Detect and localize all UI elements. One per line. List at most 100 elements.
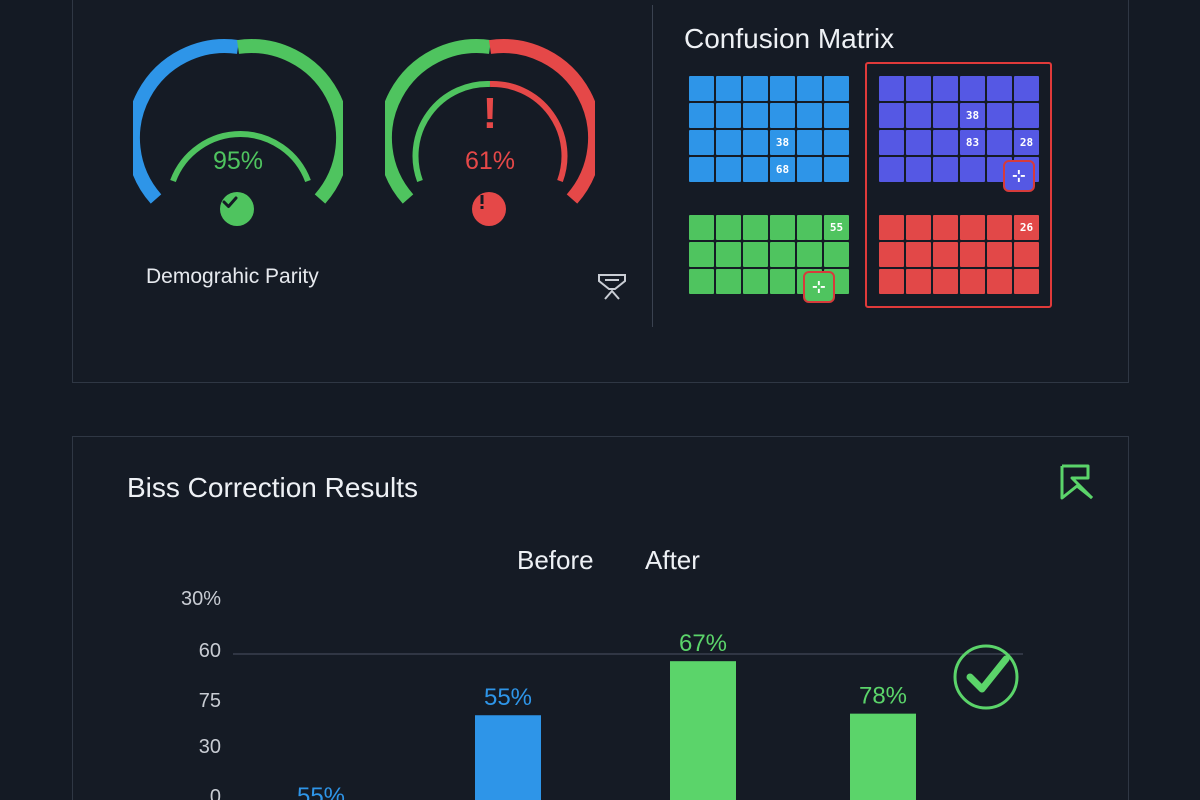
matrix-cell	[906, 242, 931, 267]
matrix-cell	[743, 269, 768, 294]
split-marker-icon[interactable]: ⊹	[1003, 160, 1035, 192]
y-tick-label: 0	[210, 786, 221, 800]
matrix-cell	[689, 269, 714, 294]
matrix-cell	[879, 130, 904, 155]
bias-correction-panel: Biss Correction Results Before After 30%…	[72, 436, 1129, 800]
matrix-cell	[987, 130, 1012, 155]
matrix-cell	[716, 130, 741, 155]
matrix-cell: 26	[1014, 215, 1039, 240]
matrix-cell	[689, 130, 714, 155]
matrix-cell	[770, 269, 795, 294]
gauge-demographic-parity-warning: ! 61%	[385, 39, 595, 226]
matrix-cell: 55	[824, 215, 849, 240]
matrix-cell	[743, 157, 768, 182]
matrix-cell	[1014, 269, 1039, 294]
matrix-cell	[689, 157, 714, 182]
y-tick-label: 60	[199, 640, 221, 662]
funnel-icon[interactable]	[595, 269, 629, 308]
matrix-cell	[987, 76, 1012, 101]
matrix-cell	[797, 157, 822, 182]
matrix-cell	[960, 157, 985, 182]
matrix-cell	[933, 103, 958, 128]
highlight-frame	[865, 62, 1052, 308]
matrix-cell	[987, 269, 1012, 294]
bar-data-label: 55%	[297, 783, 345, 800]
matrix-cell	[1014, 242, 1039, 267]
matrix-cell	[770, 76, 795, 101]
bar-chart: 30% 60 75 30 0 55% 55% 67% 78%	[181, 588, 1023, 800]
matrix-cell	[933, 157, 958, 182]
matrix-cell	[879, 103, 904, 128]
matrix-cell	[906, 157, 931, 182]
matrix-cell	[933, 76, 958, 101]
bar-data-label: 55%	[484, 684, 532, 711]
matrix-quadrant-top-left: 38 68	[689, 76, 849, 182]
matrix-cell	[960, 76, 985, 101]
check-circle-icon	[952, 643, 1022, 718]
matrix-quadrant-bottom-right: 26	[879, 215, 1039, 294]
matrix-cell	[716, 215, 741, 240]
matrix-cell	[933, 130, 958, 155]
split-marker-icon[interactable]: ⊹	[803, 271, 835, 303]
matrix-cell: 28	[1014, 130, 1039, 155]
matrix-cell	[797, 103, 822, 128]
ribbon-logo-icon	[1058, 462, 1096, 507]
matrix-cell: 68	[770, 157, 795, 182]
matrix-cell	[797, 242, 822, 267]
bar-before	[475, 715, 541, 800]
matrix-cell	[879, 215, 904, 240]
matrix-cell	[770, 103, 795, 128]
bar-data-label: 67%	[679, 630, 727, 657]
legend-before: Before	[517, 545, 594, 575]
matrix-cell	[906, 215, 931, 240]
matrix-cell	[1014, 76, 1039, 101]
matrix-cell	[1014, 103, 1039, 128]
bar-data-label: 78%	[859, 683, 907, 710]
gauge-arc-graphic	[385, 39, 595, 204]
matrix-cell	[879, 76, 904, 101]
matrix-cell	[743, 103, 768, 128]
matrix-cell	[797, 215, 822, 240]
matrix-cell	[689, 76, 714, 101]
matrix-cell	[824, 76, 849, 101]
matrix-cell: 38	[960, 103, 985, 128]
matrix-cell	[906, 76, 931, 101]
matrix-cell	[743, 130, 768, 155]
matrix-cell	[906, 103, 931, 128]
matrix-cell	[716, 103, 741, 128]
matrix-cell	[743, 215, 768, 240]
gauge-demographic-parity-ok: 95%	[133, 39, 343, 226]
matrix-cell	[716, 76, 741, 101]
matrix-cell	[960, 215, 985, 240]
matrix-cell	[743, 76, 768, 101]
y-tick-label: 30	[199, 736, 221, 758]
matrix-cell	[824, 157, 849, 182]
demographic-parity-label: Demograhic Parity	[146, 265, 319, 288]
matrix-cell	[689, 215, 714, 240]
legend-after: After	[645, 545, 700, 575]
gauge-arc-graphic	[133, 39, 343, 204]
panel-divider	[652, 5, 653, 327]
matrix-cell	[824, 130, 849, 155]
matrix-cell: 83	[960, 130, 985, 155]
matrix-cell	[824, 242, 849, 267]
matrix-cell	[960, 269, 985, 294]
confusion-matrix-title: Confusion Matrix	[684, 23, 895, 54]
fairness-panel: 95% ! 61% Demograhic Parity Confusion Ma…	[72, 0, 1129, 383]
matrix-cell	[797, 130, 822, 155]
matrix-cell	[716, 157, 741, 182]
matrix-cell	[906, 130, 931, 155]
matrix-cell	[770, 215, 795, 240]
exclamation-icon: !	[482, 89, 498, 138]
matrix-cell	[716, 242, 741, 267]
alert-icon	[472, 192, 506, 226]
matrix-cell: 38	[770, 130, 795, 155]
matrix-cell	[987, 215, 1012, 240]
matrix-cell	[879, 157, 904, 182]
matrix-cell	[689, 242, 714, 267]
matrix-cell	[933, 242, 958, 267]
matrix-cell	[743, 242, 768, 267]
chart-title: Biss Correction Results	[127, 472, 418, 503]
matrix-quadrant-top-right: 38 83 28	[879, 76, 1039, 182]
check-icon	[220, 192, 254, 226]
